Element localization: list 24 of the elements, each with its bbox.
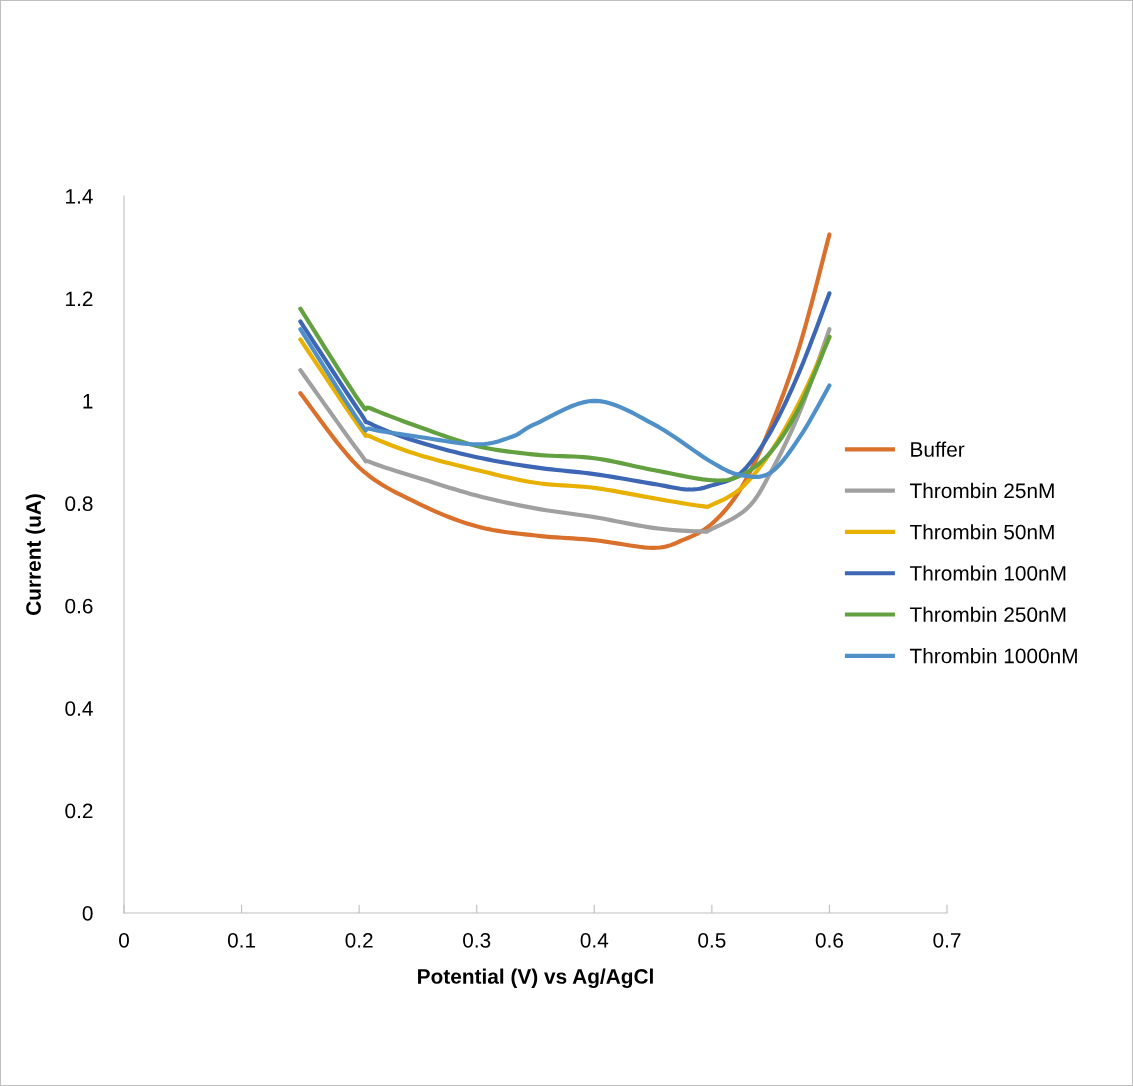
legend-label: Thrombin 250nM bbox=[909, 606, 1066, 623]
x-axis-title: Potential (V) vs Ag/AgCl bbox=[418, 968, 653, 989]
legend-label: Thrombin 1000nM bbox=[909, 648, 1077, 664]
y-tick-label: 0.2 bbox=[65, 803, 93, 819]
y-tick-label: 1.2 bbox=[66, 291, 93, 306]
y-tick-label: 1.4 bbox=[66, 189, 93, 204]
y-tick-label: 0.6 bbox=[65, 598, 93, 614]
x-tick-label: 0.2 bbox=[345, 932, 373, 948]
legend-label: Buffer bbox=[911, 441, 965, 457]
y-tick-label: 0.4 bbox=[65, 701, 93, 716]
y-tick-label: 0 bbox=[82, 906, 93, 921]
x-tick-label: 0.4 bbox=[580, 932, 609, 948]
x-tick-label: 0.6 bbox=[815, 932, 843, 948]
legend-label: Thrombin 25nM bbox=[909, 482, 1054, 499]
x-tick-label: 0.5 bbox=[698, 932, 726, 948]
x-tick-label: 0.1 bbox=[227, 932, 256, 948]
x-tick-label: 0 bbox=[119, 932, 129, 948]
x-tick-label: 0.3 bbox=[463, 932, 491, 948]
x-tick-label: 0.7 bbox=[933, 932, 961, 948]
y-tick-label: 1 bbox=[83, 394, 93, 409]
legend-label: Thrombin 50nM bbox=[909, 524, 1054, 540]
y-tick-label: 0.8 bbox=[65, 496, 93, 512]
legend-label: Thrombin 100nM bbox=[909, 565, 1066, 581]
y-axis-title: Current (uA) bbox=[25, 494, 46, 615]
